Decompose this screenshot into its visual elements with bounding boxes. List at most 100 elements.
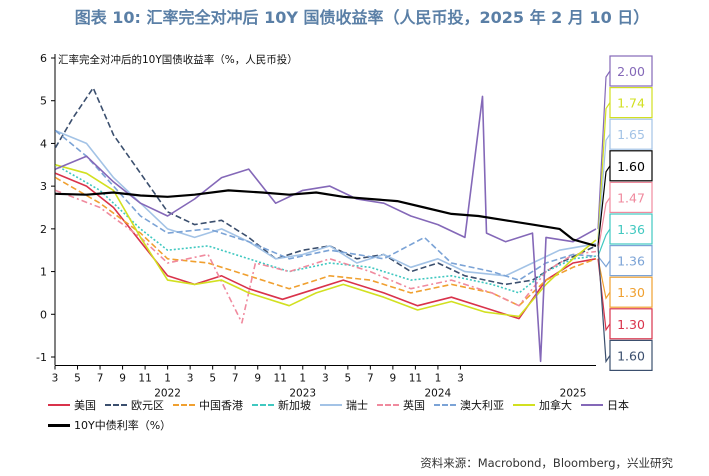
end-label-box xyxy=(609,150,653,182)
year-label: 2022 xyxy=(154,388,181,400)
end-label-box xyxy=(609,86,653,119)
legend-label: 瑞士 xyxy=(346,399,368,412)
end-label-box xyxy=(609,308,653,340)
series-line-7 xyxy=(55,164,597,318)
series-line-4 xyxy=(55,129,597,277)
legend-label: 欧元区 xyxy=(131,399,164,412)
end-label-connector xyxy=(597,255,611,268)
y-tick-label: 5 xyxy=(40,95,47,108)
legend-label: 澳大利亚 xyxy=(460,399,504,412)
end-label-connector xyxy=(597,228,611,257)
end-label-value: 1.36 xyxy=(617,254,645,269)
legend-swatch xyxy=(105,404,127,406)
legend-label: 中国香港 xyxy=(199,399,243,412)
series-line-1 xyxy=(54,87,597,286)
end-label-box xyxy=(609,118,653,150)
x-tick-label: 11 xyxy=(409,373,422,385)
legend-item: 欧元区 xyxy=(105,397,164,413)
x-tick-label: 3 xyxy=(52,373,59,385)
x-tick-label: 9 xyxy=(254,373,261,385)
x-tick-label: 9 xyxy=(119,373,126,385)
end-label-value: 1.74 xyxy=(617,96,645,111)
x-tick-label: 9 xyxy=(390,373,397,385)
year-label: 2025 xyxy=(560,388,587,400)
legend-swatch xyxy=(48,404,70,406)
x-tick-label: 7 xyxy=(367,373,374,385)
legend-item: 瑞士 xyxy=(320,397,368,413)
series-line-0 xyxy=(55,172,597,320)
legend-item: 中国香港 xyxy=(173,397,243,413)
chart-series xyxy=(54,87,597,363)
end-label-value: 2.00 xyxy=(617,64,645,79)
legend-item: 10Y中债利率（%） xyxy=(48,417,171,433)
end-label-value: 1.47 xyxy=(617,190,645,205)
series-line-5 xyxy=(55,189,597,324)
end-label-box xyxy=(609,213,653,245)
legend-row-2: 10Y中债利率（%） xyxy=(48,417,180,433)
end-label-value: 1.65 xyxy=(617,127,645,142)
legend-swatch xyxy=(252,404,274,406)
end-label-connector xyxy=(597,197,611,252)
x-tick-label: 11 xyxy=(274,373,287,385)
end-label-value: 1.60 xyxy=(617,348,645,363)
x-tick-label: 1 xyxy=(435,373,442,385)
x-tick-label: 5 xyxy=(344,373,351,385)
year-label: 2023 xyxy=(289,388,316,400)
series-line-8 xyxy=(55,95,597,363)
x-tick-label: 11 xyxy=(138,373,151,385)
end-label-box xyxy=(609,55,653,87)
end-label-value: 1.60 xyxy=(617,159,645,174)
x-tick-label: 1 xyxy=(164,373,171,385)
legend-swatch xyxy=(173,404,195,406)
source-note: 资料来源：Macrobond，Bloomberg，兴业研究 xyxy=(420,456,673,470)
series-line-2 xyxy=(55,176,597,307)
legend-item: 日本 xyxy=(581,397,629,413)
legend-item: 加拿大 xyxy=(513,397,572,413)
legend-swatch xyxy=(48,423,70,427)
x-tick-label: 7 xyxy=(97,373,104,385)
year-label: 2024 xyxy=(425,388,452,400)
x-tick-label: 1 xyxy=(299,373,306,385)
end-label-box xyxy=(609,276,653,308)
end-label-connector xyxy=(597,245,611,364)
y-tick-label: 0 xyxy=(40,308,47,321)
end-label-connector xyxy=(597,70,611,229)
end-label-connector xyxy=(597,258,611,300)
x-tick-label: 3 xyxy=(322,373,329,385)
end-labels: 2.00 1.74 1.65 1.60 1.47 1.36 1.36 1.30 1.30 1.60 xyxy=(597,55,653,371)
x-tick-label: 3 xyxy=(457,373,464,385)
legend-label: 英国 xyxy=(403,399,425,412)
legend-item: 新加坡 xyxy=(252,397,311,413)
legend-label: 美国 xyxy=(74,399,96,412)
inner-chart-title: 汇率完全对冲后的10Y国债收益率（%，人民币投） xyxy=(58,53,298,66)
legend-label: 10Y中债利率（%） xyxy=(74,419,172,432)
series-line-6 xyxy=(54,129,597,281)
end-label-connector xyxy=(597,133,611,244)
y-tick-label: 4 xyxy=(40,137,47,150)
legend-label: 新加坡 xyxy=(278,399,311,412)
y-tick-label: -1 xyxy=(36,351,47,364)
x-tick-label: 3 xyxy=(187,373,194,385)
legend-swatch xyxy=(434,404,456,406)
legend-item: 美国 xyxy=(48,397,96,413)
legend-item: 英国 xyxy=(377,397,425,413)
legend-swatch xyxy=(377,404,399,406)
end-label-value: 1.30 xyxy=(617,285,645,300)
end-label-box xyxy=(609,245,653,277)
x-tick-label: 5 xyxy=(209,373,216,385)
series-line-3 xyxy=(55,164,597,294)
y-tick-label: 6 xyxy=(40,52,47,65)
series-line-9 xyxy=(55,189,597,247)
end-label-box xyxy=(609,339,653,371)
chart-title: 图表 10: 汇率完全对冲后 10Y 国债收益率（人民币投，2025 年 2 月… xyxy=(74,8,650,27)
x-tick-label: 5 xyxy=(74,373,81,385)
end-label-connector xyxy=(597,165,611,247)
legend-swatch xyxy=(581,404,603,406)
legend-label: 日本 xyxy=(607,399,629,412)
end-label-value: 1.36 xyxy=(617,222,645,237)
x-tick-label: 7 xyxy=(232,373,239,385)
legend-swatch xyxy=(513,404,535,406)
legend-item: 澳大利亚 xyxy=(434,397,504,413)
y-tick-label: 3 xyxy=(40,180,47,193)
